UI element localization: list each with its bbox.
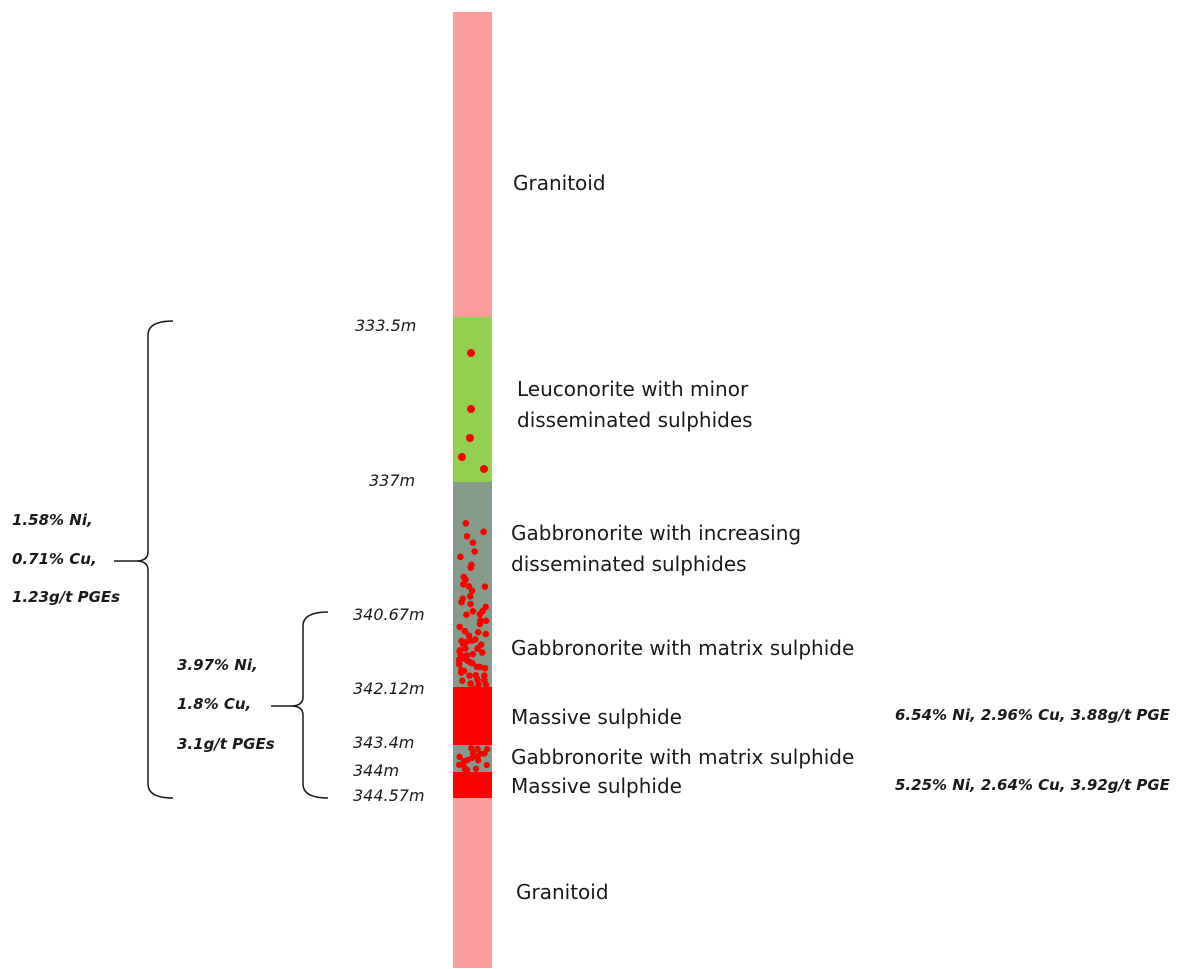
sulphide-dot (457, 553, 464, 561)
sulphide-dot (460, 667, 468, 675)
sulphide-dot (476, 611, 484, 618)
assay-massive-sulphide-2: 5.25% Ni, 2.64% Cu, 3.92g/t PGE (895, 776, 1170, 794)
sulphide-dot (466, 434, 474, 442)
sulphide-dot (483, 761, 490, 769)
depth-marker: 344.57m (353, 786, 425, 805)
sulphide-dot (480, 465, 488, 473)
label-leuconorite: Leuconorite with minor disseminated sulp… (517, 377, 753, 432)
sulphide-dot (465, 632, 473, 640)
sulphide-dot (462, 645, 469, 652)
outer-interval-pge: 1.23g/t PGEs (12, 588, 121, 606)
outer-interval-bracket (135, 320, 174, 799)
sulphide-dot (467, 349, 475, 357)
sulphide-dot (478, 649, 486, 656)
sulphide-dot (460, 581, 467, 588)
depth-marker: 343.4m (353, 733, 415, 752)
label-gabbronorite-matrix-2: Gabbronorite with matrix sulphide (511, 745, 855, 769)
sulphide-dot (468, 587, 476, 595)
sulphide-dot (481, 750, 488, 757)
label-granitoid-top: Granitoid (513, 171, 606, 195)
sulphide-dot (469, 608, 477, 615)
sulphide-dot (469, 659, 476, 667)
sulphide-dot (467, 680, 474, 687)
sulphide-dot (462, 520, 470, 527)
label-gabbronorite-disseminated: Gabbronorite with increasing disseminate… (511, 521, 802, 576)
sulphide-dot (474, 645, 481, 652)
sulphide-dot (474, 745, 481, 752)
sulphide-dot (463, 533, 471, 540)
sulphide-dot (482, 681, 490, 688)
sulphide-dot (467, 405, 475, 413)
sulphide-dot (464, 756, 471, 764)
sulphide-dot (472, 765, 480, 772)
assay-massive-sulphide-1: 6.54% Ni, 2.96% Cu, 3.88g/t PGE (895, 706, 1170, 724)
sulphide-dot (472, 636, 479, 643)
depth-marker: 337m (369, 471, 416, 490)
sulphide-dot (466, 672, 473, 679)
sulphide-dot (475, 757, 482, 764)
sulphide-dot (458, 453, 466, 461)
sulphide-dot (482, 617, 490, 625)
sulphide-dot (482, 630, 490, 638)
sulphide-dot (455, 660, 463, 668)
sulphide-dot (458, 598, 465, 606)
layer-massive-sulphide-2 (453, 772, 492, 798)
sulphide-dot (480, 528, 487, 536)
label-massive-sulphide-2: Massive sulphide (511, 774, 682, 798)
outer-interval-cu: 0.71% Cu, (12, 550, 97, 568)
sulphide-dot (456, 623, 463, 631)
layer-massive-sulphide-1 (453, 687, 492, 745)
sulphide-dot (476, 620, 484, 628)
sulphide-dot (461, 627, 469, 635)
inner-interval-pge: 3.1g/t PGEs (177, 735, 275, 753)
sulphide-dot (466, 592, 474, 600)
depth-marker: 344m (353, 761, 400, 780)
sulphide-dot (481, 664, 489, 672)
layer-granitoid-bottom (453, 798, 492, 968)
sulphide-dot (467, 600, 474, 608)
sulphide-dot (481, 583, 489, 591)
outer-interval-ni: 1.58% Ni, (12, 511, 93, 529)
sulphide-dot (471, 548, 478, 555)
sulphide-dot (463, 766, 471, 774)
label-granitoid-bottom: Granitoid (516, 880, 609, 904)
sulphide-dot (459, 677, 466, 684)
label-gabbronorite-matrix-1: Gabbronorite with matrix sulphide (511, 636, 855, 660)
depth-marker: 340.67m (353, 605, 425, 624)
layer-granitoid-top (453, 12, 492, 317)
depth-marker: 333.5m (355, 316, 417, 335)
inner-interval-ni: 3.97% Ni, (177, 656, 258, 674)
sulphide-dot (469, 650, 477, 658)
depth-marker: 342.12m (353, 679, 425, 698)
sulphide-dot (473, 663, 481, 671)
sulphide-dot (469, 539, 477, 547)
sulphide-dot (474, 628, 482, 636)
sulphide-dot (465, 582, 473, 590)
sulphide-dot (473, 685, 481, 692)
inner-interval-bracket (290, 611, 329, 799)
label-massive-sulphide-1: Massive sulphide (511, 705, 682, 729)
sulphide-dots (455, 349, 491, 774)
sulphide-dot (467, 564, 475, 571)
inner-interval-cu: 1.8% Cu, (177, 695, 252, 713)
sulphide-dot (469, 749, 477, 757)
sulphide-dot (456, 753, 463, 760)
sulphide-dot (463, 611, 470, 619)
